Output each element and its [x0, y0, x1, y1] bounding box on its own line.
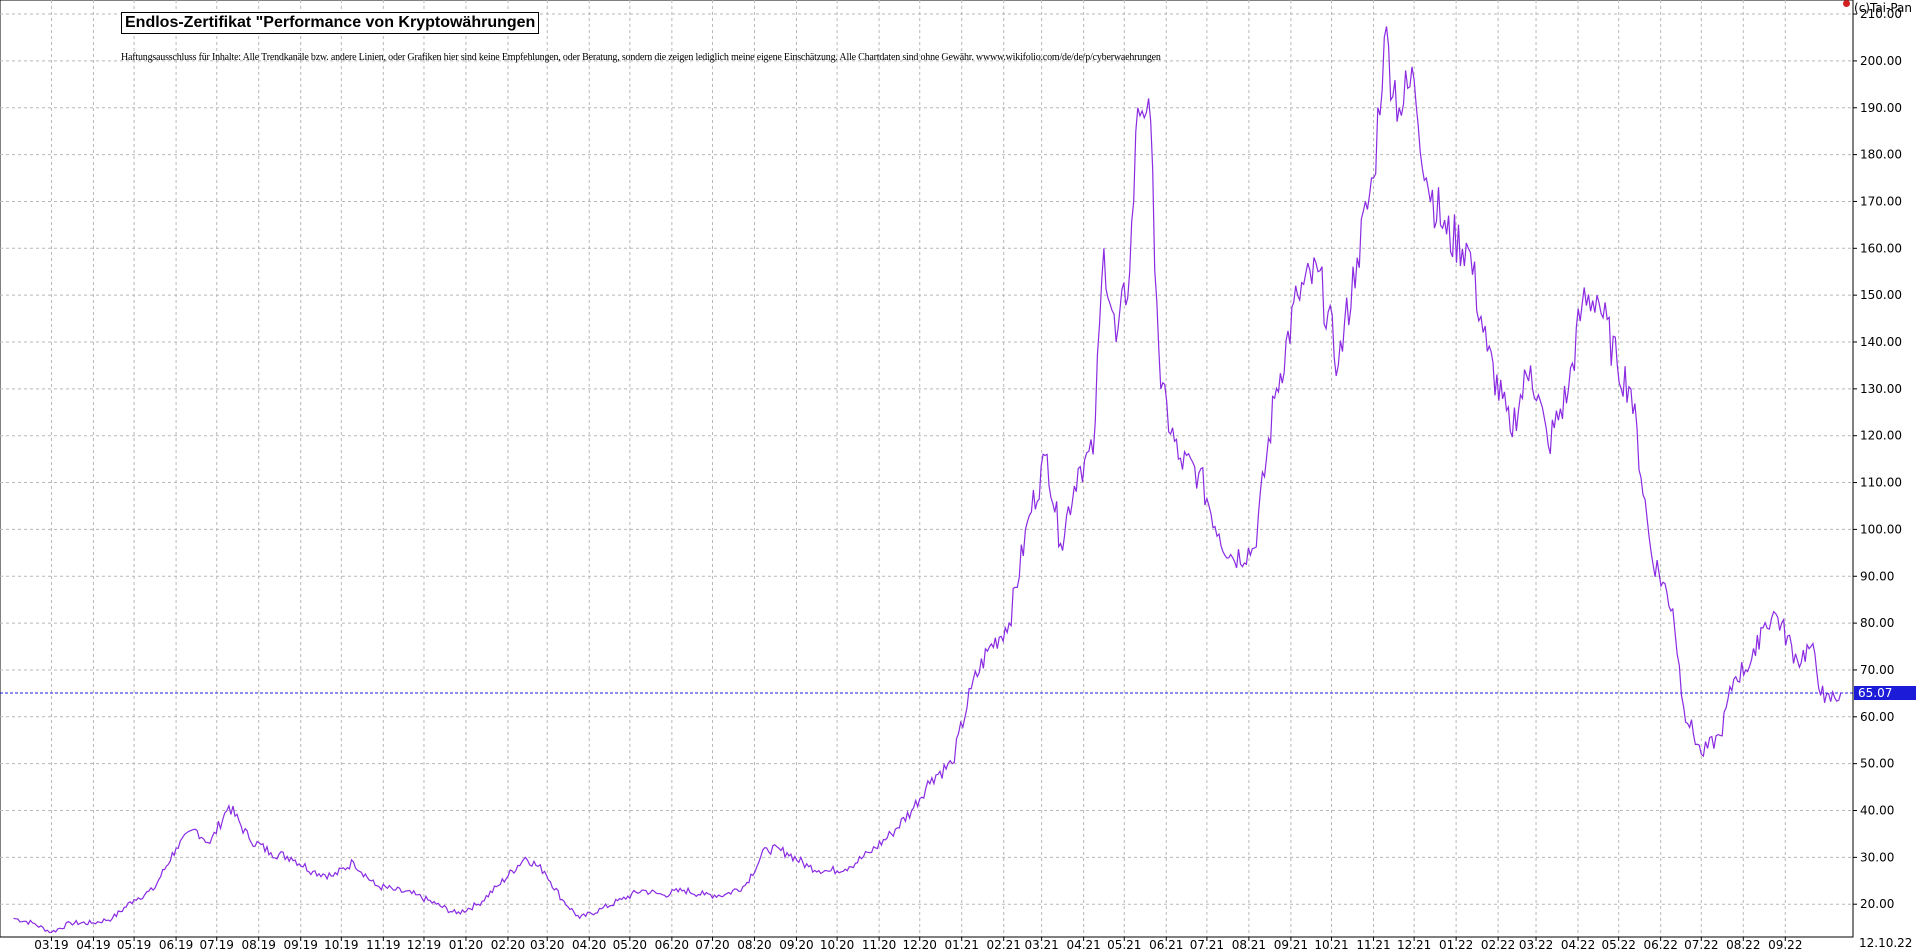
x-tick-label: 12.20 [903, 938, 937, 952]
y-tick-label: 90.00 [1860, 569, 1894, 583]
x-tick-label: 03.21 [1024, 938, 1058, 952]
grid [0, 0, 1853, 937]
x-tick-label: 02.21 [987, 938, 1021, 952]
x-axis-ticks: 03.19 04.19 05.19 06.19 07.19 08.19 09.19 10.19… [34, 937, 1802, 952]
last-value-badge: 65.07 [1854, 686, 1916, 701]
y-tick-label: 110.00 [1860, 476, 1902, 490]
y-tick-label: 210.00 [1860, 7, 1902, 21]
x-tick-label: 06.20 [655, 938, 689, 952]
x-tick-label: 06.21 [1149, 938, 1183, 952]
y-tick-label: 140.00 [1860, 335, 1902, 349]
x-tick-label: 01.20 [449, 938, 483, 952]
y-tick-label: 190.00 [1860, 101, 1902, 115]
current-date-label: 12.10.22 [1859, 936, 1913, 950]
y-tick-label: 160.00 [1860, 241, 1902, 255]
x-tick-label: 12.19 [407, 938, 441, 952]
x-tick-label: 05.21 [1107, 938, 1141, 952]
y-tick-label: 180.00 [1860, 148, 1902, 162]
x-tick-label: 10.19 [324, 938, 358, 952]
x-tick-label: 12.21 [1397, 938, 1431, 952]
x-tick-label: 08.20 [737, 938, 771, 952]
x-tick-label: 01.22 [1439, 938, 1473, 952]
y-tick-label: 150.00 [1860, 288, 1902, 302]
y-axis-ticks: 20.00 30.00 40.00 50.00 60.00 70.00 80.00 90.00… [1853, 7, 1902, 911]
x-tick-label: 09.20 [779, 938, 813, 952]
x-tick-label: 06.22 [1643, 938, 1677, 952]
x-tick-label: 11.21 [1356, 938, 1390, 952]
x-tick-label: 02.20 [491, 938, 525, 952]
x-tick-label: 10.21 [1314, 938, 1348, 952]
y-tick-label: 50.00 [1860, 757, 1894, 771]
y-tick-label: 130.00 [1860, 382, 1902, 396]
x-tick-label: 01.21 [945, 938, 979, 952]
x-tick-label: 08.22 [1726, 938, 1760, 952]
x-tick-label: 11.20 [862, 938, 896, 952]
x-tick-label: 02.22 [1481, 938, 1515, 952]
x-tick-label: 08.19 [242, 938, 276, 952]
plot-area [0, 0, 1854, 938]
x-tick-label: 05.22 [1601, 938, 1635, 952]
y-tick-label: 40.00 [1860, 804, 1894, 818]
y-tick-label: 30.00 [1860, 850, 1894, 864]
y-tick-label: 80.00 [1860, 616, 1894, 630]
x-tick-label: 07.22 [1684, 938, 1718, 952]
copyright-label: (c)Tai-Pan [1854, 1, 1912, 15]
chart-title: Endlos-Zertifikat "Performance von Krypt… [121, 12, 540, 34]
x-tick-label: 03.20 [530, 938, 564, 952]
x-tick-label: 08.21 [1232, 938, 1266, 952]
x-tick-label: 05.20 [613, 938, 647, 952]
indicator-dot [1843, 0, 1850, 7]
x-tick-label: 09.22 [1768, 938, 1802, 952]
y-tick-label: 60.00 [1860, 710, 1894, 724]
x-tick-label: 03.22 [1519, 938, 1553, 952]
x-tick-label: 11.19 [366, 938, 400, 952]
x-tick-label: 04.20 [572, 938, 606, 952]
y-tick-label: 200.00 [1860, 54, 1902, 68]
x-tick-label: 09.21 [1274, 938, 1308, 952]
x-tick-label: 04.21 [1066, 938, 1100, 952]
y-tick-label: 120.00 [1860, 429, 1902, 443]
disclaimer-text: Haftungsausschluss für Inhalte: Alle Tre… [121, 52, 1161, 63]
x-tick-label: 06.19 [159, 938, 193, 952]
x-tick-label: 09.19 [284, 938, 318, 952]
x-tick-label: 07.19 [200, 938, 234, 952]
x-tick-label: 07.20 [695, 938, 729, 952]
x-tick-label: 10.20 [820, 938, 854, 952]
x-tick-label: 03.19 [34, 938, 68, 952]
x-tick-label: 04.19 [76, 938, 110, 952]
y-tick-label: 70.00 [1860, 663, 1894, 677]
x-tick-label: 04.22 [1561, 938, 1595, 952]
series-line [13, 26, 1842, 934]
x-tick-label: 07.21 [1190, 938, 1224, 952]
y-tick-label: 170.00 [1860, 194, 1902, 208]
x-tick-label: 05.19 [117, 938, 151, 952]
y-tick-label: 20.00 [1860, 897, 1894, 911]
y-tick-label: 100.00 [1860, 522, 1902, 536]
